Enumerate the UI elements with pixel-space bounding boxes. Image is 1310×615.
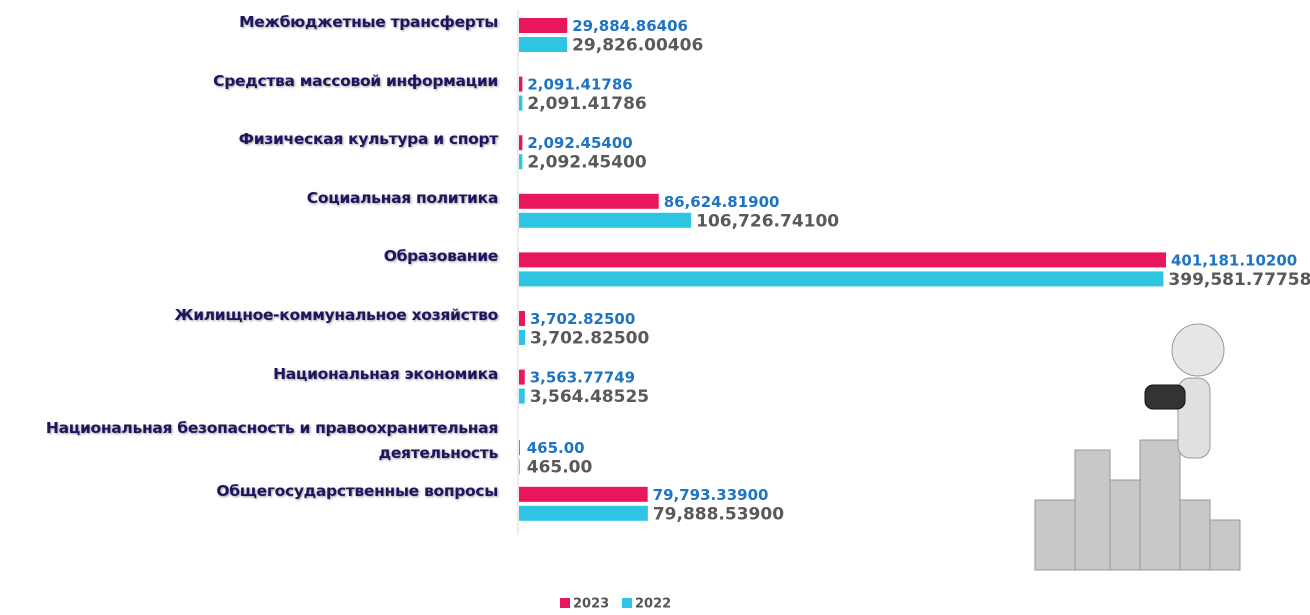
value-label: 79,793.33900 — [653, 486, 769, 504]
decoration — [1034, 323, 1241, 571]
bar — [519, 330, 525, 345]
value-label: 2,092.45400 — [527, 134, 632, 152]
value-label: 29,884.86406 — [572, 17, 688, 35]
value-label: 29,826.00406 — [572, 36, 703, 56]
bar — [519, 154, 523, 170]
legend-swatch — [560, 598, 570, 608]
value-label: 3,564.48525 — [530, 387, 649, 407]
category-label: Общегосударственные вопросы — [216, 481, 498, 500]
value-label: 401,181.10200 — [1171, 251, 1297, 269]
value-label: 3,702.82500 — [530, 310, 635, 328]
category-label: Национальная безопасность и правоохранит… — [45, 419, 498, 463]
bar — [519, 271, 1164, 287]
category-label: Физическая культура и спорт — [238, 130, 499, 149]
bar — [519, 37, 568, 52]
bar — [519, 505, 648, 521]
value-label: 399,581.77758 — [1168, 270, 1310, 290]
bar — [519, 95, 523, 111]
value-label: 465.00 — [527, 458, 593, 478]
bar — [519, 76, 523, 92]
legend-label: 2022 — [635, 597, 671, 612]
value-label: 465.00 — [527, 439, 585, 457]
category-label: Жилищное-коммунальное хозяйство — [174, 306, 499, 324]
bar — [519, 440, 520, 456]
bar — [519, 135, 523, 151]
value-label: 79,888.53900 — [653, 504, 784, 524]
value-label: 2,091.41786 — [527, 94, 646, 114]
value-label: 106,726.74100 — [696, 211, 839, 231]
bar — [519, 486, 648, 502]
bar — [519, 459, 520, 475]
bar — [519, 18, 568, 33]
bar — [519, 388, 525, 404]
category-label: Национальная экономика — [273, 364, 498, 383]
bar — [519, 369, 525, 385]
category-label: Межбюджетные трансферты — [239, 13, 498, 31]
legend-label: 2023 — [573, 597, 609, 612]
bar — [519, 193, 659, 209]
value-label: 2,092.45400 — [527, 153, 647, 173]
value-label: 2,091.41786 — [527, 76, 632, 94]
category-label: Образование — [383, 247, 499, 266]
category-label: Средства массовой информации — [213, 71, 498, 90]
value-label: 86,624.81900 — [664, 193, 780, 211]
bar — [519, 212, 692, 228]
category-label: Социальная политика — [306, 188, 499, 207]
bar — [519, 311, 525, 326]
value-label: 3,563.77749 — [530, 369, 635, 387]
bar — [519, 252, 1166, 268]
legend-swatch — [622, 598, 632, 608]
value-label: 3,702.82500 — [530, 329, 650, 349]
